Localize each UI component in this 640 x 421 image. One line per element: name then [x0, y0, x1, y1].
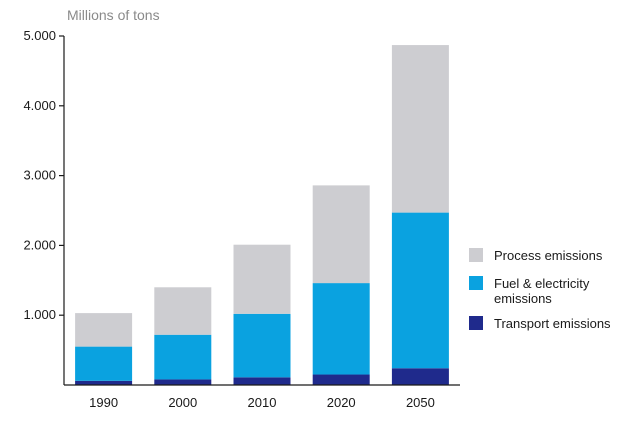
legend-swatch: [469, 248, 483, 262]
y-tick-label: 3.000: [23, 168, 56, 183]
bar-2010-fuel-electricity-emissions: [233, 313, 291, 378]
bar-2050-process-emissions: [391, 45, 449, 213]
bar-2000-fuel-electricity-emissions: [154, 334, 212, 380]
x-tick-label: 2010: [248, 395, 277, 410]
x-tick-label: 2000: [168, 395, 197, 410]
legend-swatch: [469, 316, 483, 330]
x-tick-label: 2020: [327, 395, 356, 410]
x-tick-label: 1990: [89, 395, 118, 410]
legend-label: emissions: [494, 291, 552, 306]
bar-2010-process-emissions: [233, 244, 291, 314]
bar-2020-transport-emissions: [312, 374, 370, 385]
bar-2020-fuel-electricity-emissions: [312, 283, 370, 375]
legend-label: Fuel & electricity: [494, 276, 590, 291]
bar-2050-transport-emissions: [391, 368, 449, 385]
bar-2000-process-emissions: [154, 287, 212, 335]
y-tick-label: 2.000: [23, 237, 56, 252]
bar-1990-fuel-electricity-emissions: [75, 346, 133, 381]
legend: Process emissions Fuel & electricityemiss…: [469, 248, 611, 331]
legend-swatch: [469, 276, 483, 290]
y-ticks-group: 1.000 2.000 3.000 4.000 5.000: [23, 28, 64, 322]
y-tick-label: 4.000: [23, 98, 56, 113]
bar-2020-process-emissions: [312, 185, 370, 284]
legend-label: Transport emissions: [494, 316, 611, 331]
bar-1990-process-emissions: [75, 313, 133, 347]
y-tick-label: 1.000: [23, 307, 56, 322]
bar-2010-transport-emissions: [233, 377, 291, 385]
legend-label: Process emissions: [494, 248, 603, 263]
y-tick-label: 5.000: [23, 28, 56, 43]
bars-group: [75, 45, 449, 385]
x-ticks-group: 1990 2000 2010 2020 2050: [89, 395, 435, 410]
unit-label: Millions of tons: [67, 7, 160, 23]
bar-1990-transport-emissions: [75, 380, 133, 385]
bar-2000-transport-emissions: [154, 379, 212, 385]
x-tick-label: 2050: [406, 395, 435, 410]
bar-2050-fuel-electricity-emissions: [391, 212, 449, 369]
axes-group: [63, 36, 460, 386]
